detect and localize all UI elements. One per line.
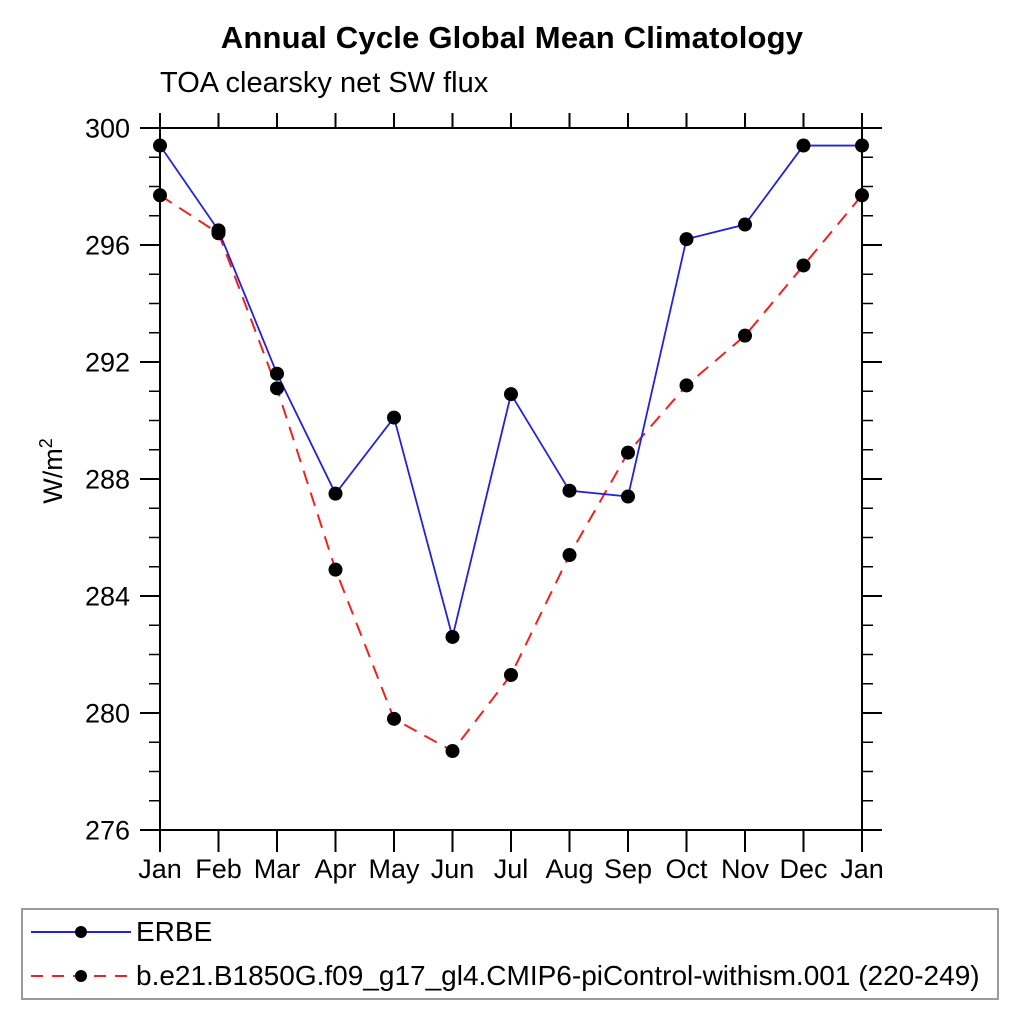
y-tick-label: 296	[85, 230, 130, 260]
data-point-marker	[504, 667, 518, 682]
x-tick-label: Feb	[195, 854, 242, 884]
data-point-marker	[679, 378, 694, 393]
data-point-marker	[679, 232, 694, 247]
data-point-marker	[445, 744, 460, 759]
x-tick-label: Jul	[494, 854, 529, 884]
data-point-marker	[621, 445, 635, 460]
x-tick-label: Sep	[604, 854, 652, 884]
x-tick-label: Aug	[545, 854, 593, 884]
x-tick-label: Jan	[840, 854, 884, 884]
data-point-marker	[387, 410, 401, 425]
x-tick-label: Jan	[138, 854, 182, 884]
legend: ERBE b.e21.B1850G.f09_g17_gl4.CMIP6-piCo…	[21, 908, 999, 1000]
y-tick-label: 284	[85, 581, 130, 611]
data-point-marker	[855, 138, 869, 153]
data-point-marker	[328, 562, 343, 577]
legend-item-erbe: ERBE	[31, 912, 997, 952]
x-tick-label: Apr	[314, 854, 356, 884]
data-point-marker	[153, 138, 167, 153]
x-tick-label: May	[368, 854, 420, 884]
data-point-marker	[621, 489, 635, 504]
x-tick-label: Jun	[431, 854, 475, 884]
data-point-marker	[796, 258, 811, 273]
legend-marker-icon	[75, 926, 87, 938]
plot-frame	[159, 127, 863, 831]
legend-label-model: b.e21.B1850G.f09_g17_gl4.CMIP6-piControl…	[136, 960, 980, 991]
y-tick-label: 280	[85, 698, 130, 728]
data-point-marker	[504, 387, 518, 402]
chart-subtitle: TOA clearsky net SW flux	[160, 67, 489, 99]
data-point-marker	[153, 188, 167, 203]
data-point-marker	[445, 629, 460, 644]
data-point-marker	[270, 366, 284, 381]
x-tick-label: Dec	[779, 854, 827, 884]
legend-marker-icon	[75, 970, 87, 982]
data-point-marker	[738, 217, 752, 232]
chart-title: Annual Cycle Global Mean Climatology	[220, 20, 804, 55]
data-point-marker	[387, 711, 401, 726]
y-tick-label: 276	[85, 815, 130, 845]
data-point-marker	[211, 226, 226, 241]
data-point-marker	[796, 138, 811, 153]
legend-line-sample-solid	[31, 925, 131, 939]
legend-label-erbe: ERBE	[136, 916, 213, 947]
y-tick-label: 292	[85, 347, 130, 377]
data-point-marker	[855, 188, 869, 203]
data-point-marker	[562, 483, 577, 498]
data-point-marker	[562, 548, 577, 563]
x-tick-label: Oct	[665, 854, 708, 884]
y-tick-label: 288	[85, 464, 130, 494]
series-line-model	[159, 194, 863, 753]
data-point-marker	[270, 381, 284, 396]
y-tick-label: 300	[85, 113, 130, 143]
legend-item-model: b.e21.B1850G.f09_g17_gl4.CMIP6-piControl…	[31, 956, 997, 996]
data-point-marker	[738, 328, 752, 343]
x-tick-label: Nov	[721, 854, 770, 884]
legend-line-sample-dashed	[31, 969, 131, 983]
data-point-marker	[328, 486, 343, 501]
x-tick-label: Mar	[254, 854, 301, 884]
